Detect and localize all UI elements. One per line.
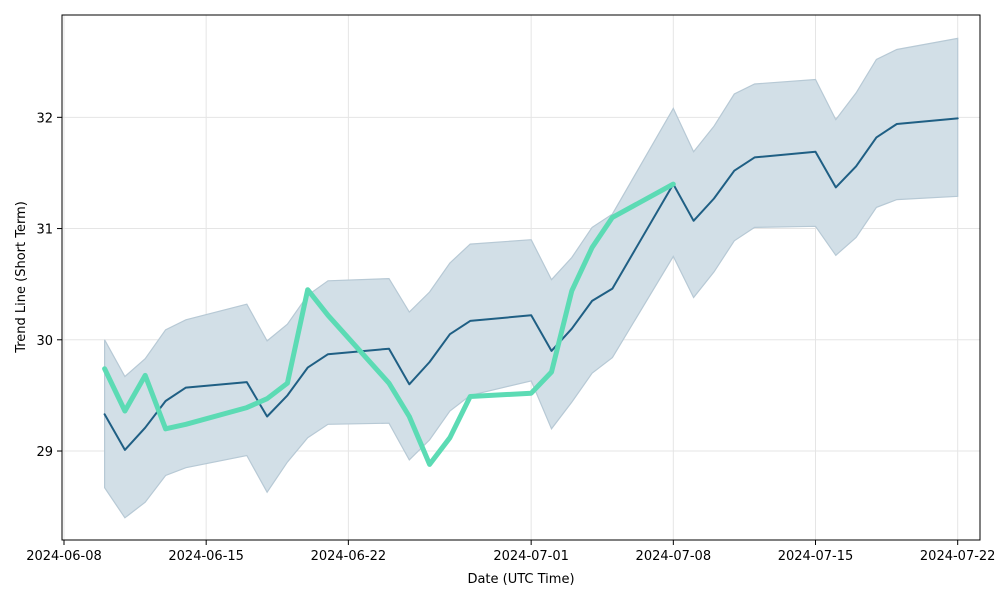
y-axis-label: Trend Line (Short Term): [14, 201, 29, 354]
trend-series-line: [103, 117, 959, 451]
series-line-layer: [102, 117, 959, 467]
x-tick-label: 2024-07-22: [920, 549, 996, 564]
y-tick-label: 29: [36, 445, 53, 460]
x-axis-ticks: 2024-06-08 2024-06-15 2024-06-22 2024-07-01…: [26, 540, 995, 564]
x-tick-label: 2024-06-15: [168, 549, 244, 564]
x-tick-label: 2024-07-08: [636, 549, 712, 564]
x-tick-label: 2024-06-08: [26, 549, 102, 564]
plot-frame: [61, 14, 981, 541]
y-tick-label: 31: [36, 223, 53, 238]
confidence-band: [103, 37, 959, 519]
y-tick-label: 30: [36, 334, 53, 349]
confidence-band-layer: [103, 37, 959, 519]
y-axis-ticks: 29 30 31 32: [36, 111, 62, 460]
x-tick-label: 2024-06-22: [311, 549, 387, 564]
x-tick-label: 2024-07-01: [493, 549, 569, 564]
observed-series-line: [102, 181, 676, 467]
x-axis-label: Date (UTC Time): [467, 572, 574, 587]
y-tick-label: 32: [36, 111, 53, 126]
x-tick-label: 2024-07-15: [778, 549, 854, 564]
